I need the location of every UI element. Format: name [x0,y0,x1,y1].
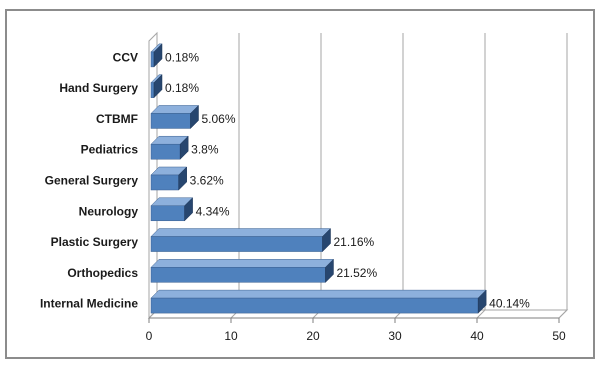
x-tick-label: 40 [470,329,484,343]
bar-side-face [190,104,199,130]
data-label: 21.52% [336,266,377,280]
bar-front-face [150,297,479,314]
data-label: 0.18% [165,81,199,95]
data-label: 3.8% [191,143,219,157]
bar-side-face [322,227,331,253]
bar [150,74,163,99]
data-labels: 0.18% 0.18% 5.06% 3.8% 3.62% 4.34% 21.16% 21.52… [165,50,530,310]
bar [150,43,163,68]
bar-top-face [150,259,335,268]
bars [150,43,487,314]
data-label: 40.14% [489,297,530,311]
category-label: Internal Medicine [40,297,138,311]
x-tick-label: 10 [224,329,238,343]
data-label: 4.34% [196,204,230,218]
bar-side-face [153,74,163,99]
bar [150,166,188,191]
category-label: Plastic Surgery [51,235,139,249]
floor-gridline [476,309,486,319]
category-label: Orthopedics [67,266,138,280]
x-tick-label: 0 [146,329,153,343]
x-tick-label: 20 [306,329,320,343]
category-label: Pediatrics [81,143,139,157]
category-label: General Surgery [45,174,139,188]
bar [150,135,189,160]
data-label: 0.18% [165,50,199,64]
bar-front-face [150,113,191,129]
data-label: 3.62% [190,174,224,188]
bar [150,289,487,314]
category-label: CTBMF [96,112,138,126]
x-tick-label: 50 [552,329,566,343]
bar-front-face [150,82,155,98]
x-axis-ticks: 0 10 20 30 40 50 [146,317,566,343]
bar-side-face [184,197,193,222]
bar-front-face [150,267,326,283]
bar [150,197,194,222]
bar [150,104,200,130]
bar-top-face [150,289,487,299]
bar-front-face [150,205,185,222]
bar-front-face [150,236,323,252]
bar [150,227,332,253]
x-tick-label: 30 [388,329,402,343]
category-label: Neurology [79,204,139,218]
data-label: 5.06% [201,112,235,126]
bar-side-face [178,166,187,191]
data-label: 21.16% [334,235,375,249]
bar [150,258,335,283]
bar-side-face [325,258,334,283]
floor-gridline [558,309,568,319]
bar-top-face [150,228,332,237]
category-label: CCV [113,50,138,64]
bar-side-face [153,43,163,68]
category-labels: CCV Hand Surgery CTBMF Pediatrics General Su… [40,50,138,310]
category-label: Hand Surgery [59,81,138,95]
bar-side-face [179,135,189,160]
bar-front-face [150,51,155,68]
bar-front-face [150,174,179,191]
bar-side-face [477,289,487,314]
bar-front-face [150,143,181,160]
